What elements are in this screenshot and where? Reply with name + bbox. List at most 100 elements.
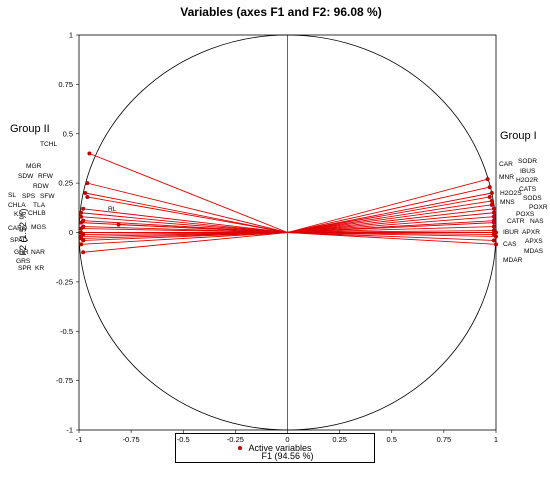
vector-point: [494, 242, 498, 247]
var-label: MNR: [499, 174, 514, 181]
y-tick-label: 0.75: [58, 80, 73, 89]
group-ii-label: Group II: [10, 123, 50, 135]
var-label: GRR: [14, 249, 29, 256]
vector-point: [491, 224, 496, 229]
vector-point: [494, 234, 498, 239]
vector-point: [116, 222, 121, 227]
y-axis-label: F2 (1.52 %): [18, 208, 28, 255]
var-label: POXS: [516, 211, 535, 218]
vector-point: [81, 238, 86, 243]
var-label: SPAD: [10, 237, 28, 244]
vector-line: [287, 232, 497, 245]
var-label: RDW: [33, 183, 50, 190]
var-label: CAR: [499, 161, 513, 168]
var-label: SPR: [18, 265, 32, 272]
vector-point: [79, 242, 84, 247]
x-axis-ticks: -1 -0.75 -0.5 -0.25 0 0.25 0.5 0.75 1: [76, 430, 498, 444]
vector-point: [491, 238, 496, 243]
vector-line: [287, 226, 494, 233]
x-tick-label: -0.25: [227, 435, 244, 444]
vector-point: [489, 202, 494, 207]
vector-line: [287, 222, 494, 233]
vector-point: [489, 198, 494, 203]
legend-marker: [238, 446, 243, 450]
vector-point: [79, 220, 84, 225]
vector-line: [287, 232, 494, 241]
vector-line: [87, 196, 288, 233]
vector-line: [81, 216, 288, 233]
var-label: RFW: [38, 173, 54, 180]
vector-line: [287, 208, 494, 233]
var-label: POXR: [529, 204, 548, 211]
vector-point: [487, 185, 492, 190]
vector-point: [489, 191, 494, 195]
var-label: SDW: [18, 173, 34, 180]
vector-line: [287, 186, 490, 233]
var-label: NAS: [530, 218, 544, 225]
y-tick-label: -1: [66, 426, 73, 435]
vector-point: [85, 181, 90, 186]
vector-point: [491, 206, 496, 211]
vector-line: [118, 224, 288, 233]
y-tick-label: 0: [69, 228, 73, 237]
vector-point: [491, 220, 496, 225]
var-label: H2O2R: [516, 177, 538, 184]
var-label: MNS: [500, 199, 515, 206]
vector-line: [83, 232, 288, 241]
var-label: CHLA: [8, 202, 26, 209]
var-label: TCHL: [40, 141, 58, 148]
var-label: CHLB: [28, 210, 46, 217]
var-label: CARO: [8, 225, 27, 232]
y-tick-label: 1: [69, 31, 73, 40]
var-label: SODR: [518, 158, 537, 165]
var-label: APXS: [525, 238, 543, 245]
var-label: SL: [8, 192, 16, 199]
legend-label: Active variables: [248, 443, 312, 453]
var-label: TLA: [33, 202, 46, 209]
var-label: IBUS: [520, 168, 536, 175]
var-label: RL: [108, 206, 117, 213]
x-axis-label: F1 (94.56 %): [261, 451, 313, 461]
var-label: APXR: [522, 229, 540, 236]
vector-point: [485, 177, 490, 182]
legend: Active variables: [175, 433, 375, 463]
vector-line: [287, 204, 492, 233]
y-tick-label: 0.25: [58, 179, 73, 188]
vector-line: [85, 192, 288, 233]
vector-line: [287, 216, 494, 233]
x-tick-label: -1: [76, 435, 83, 444]
vector-point: [81, 206, 86, 211]
vector-line: [287, 232, 497, 237]
vector-point: [83, 191, 88, 195]
vector-line: [81, 228, 288, 233]
x-tick-label: -0.5: [177, 435, 190, 444]
vector-point: [491, 210, 496, 215]
var-label: KS: [14, 211, 23, 218]
y-tick-label: -0.5: [60, 327, 73, 336]
vector-line: [287, 178, 488, 233]
y-axis-ticks: -1 -0.75 -0.5 -0.25 0 0.25 0.5 0.75 1: [56, 31, 79, 435]
x-tick-label: 0: [285, 435, 289, 444]
var-label: H2O2S: [500, 190, 522, 197]
vector-line: [83, 208, 288, 233]
vector-point: [79, 214, 84, 219]
var-label: SPS: [22, 193, 36, 200]
x-tick-label: 0.75: [437, 435, 452, 444]
var-label: NAR: [31, 249, 45, 256]
group-i-label: Group I: [500, 130, 537, 142]
vector-line: [83, 232, 288, 253]
var-label: MGR: [26, 163, 42, 170]
y-tick-label: 0.5: [63, 129, 73, 138]
vector-point: [79, 226, 84, 231]
var-label: CAS: [503, 241, 517, 248]
x-tick-label: 0.25: [332, 435, 347, 444]
y-tick-label: -0.75: [56, 376, 73, 385]
vector-line: [287, 200, 492, 233]
y-tick-label: -0.25: [56, 277, 73, 286]
vector-line: [81, 232, 288, 245]
var-label: MGS: [31, 224, 47, 231]
var-label: SFW: [40, 193, 55, 200]
vector-point: [487, 194, 492, 199]
vector-line: [89, 153, 288, 233]
